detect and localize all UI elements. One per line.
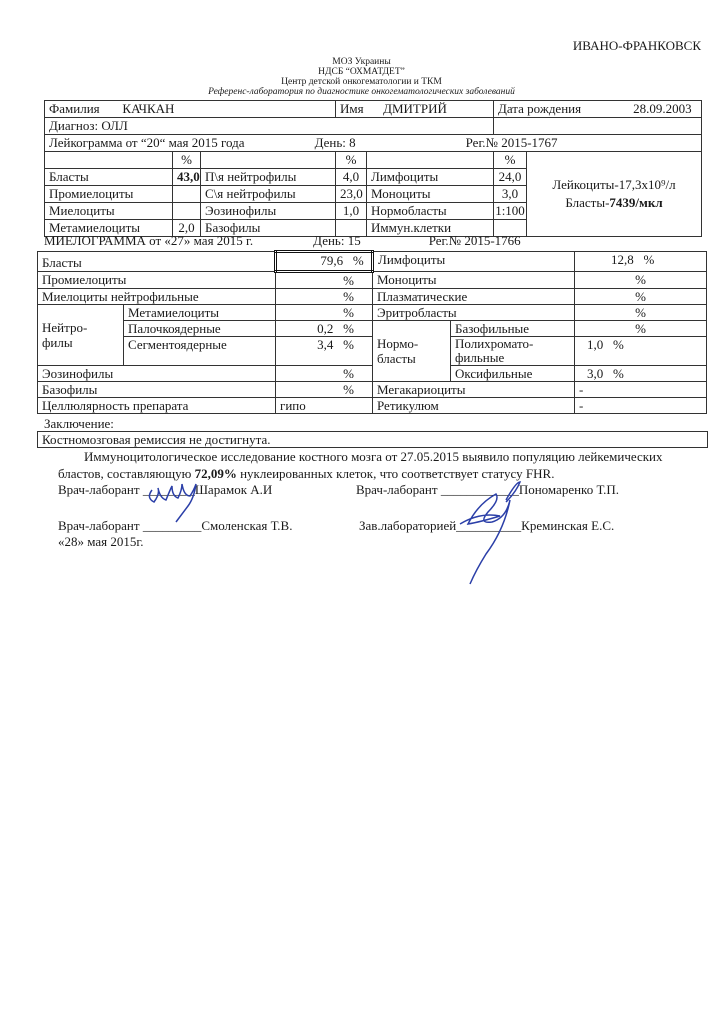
city: ИВАНО-ФРАНКОВСК bbox=[572, 38, 701, 53]
myelogram-title-line: МИЕЛОГРАММА от «27» мая 2015 г. День: 15 Р… bbox=[44, 233, 521, 249]
cell: Лимфоциты bbox=[366, 168, 494, 186]
table-row: Миелоциты Эозинофилы 1,0 Нормобласты 1:100 bbox=[44, 202, 702, 220]
cell: 1:100 bbox=[493, 202, 527, 220]
pct: % bbox=[643, 252, 655, 268]
blasts-label: Бласты- bbox=[565, 195, 610, 210]
cell: 3,0 bbox=[493, 185, 527, 203]
dob-label: Дата рождения bbox=[498, 101, 582, 117]
immuno-line-1: Иммуноцитологическое исследование костно… bbox=[84, 449, 663, 464]
myelogram-table: Бласты 79,6 % Лимфоциты 12,8 % Промиелоц… bbox=[37, 250, 708, 414]
reg: Рег.№ 2015-1767 bbox=[465, 135, 558, 151]
immuno-line-2: бластов, составляющую 72,09% нуклеирован… bbox=[58, 466, 554, 482]
pct: % bbox=[613, 337, 624, 353]
text: нуклеированных клеток, что соответствует… bbox=[236, 466, 555, 481]
label: Нейтро- филы bbox=[37, 304, 124, 366]
cell: 2,0 bbox=[172, 219, 201, 237]
leukocyte-summary: Лейкоциты-17,3x10⁹/л Бласты-7439/мкл bbox=[525, 151, 703, 237]
conclusion-text: Костномозговая ремиссия не достигнута. bbox=[37, 431, 708, 448]
cell: Метамиелоциты bbox=[44, 219, 173, 237]
myelogram-title: МИЕЛОГРАММА от «27» мая 2015 г. bbox=[44, 233, 254, 248]
cell: Иммун.клетки bbox=[366, 219, 494, 237]
signature-4: Зав.лабораторией__________Креминская Е.С… bbox=[359, 518, 615, 533]
label: Нормо- бласты bbox=[372, 320, 451, 382]
pct: % bbox=[343, 321, 354, 336]
cell: 24,0 bbox=[493, 168, 527, 186]
label: Миелоциты нейтрофильные bbox=[37, 288, 276, 305]
header-line: НДСБ “ОХМАТДЕТ” bbox=[318, 67, 405, 77]
value: 12,8 bbox=[611, 252, 634, 268]
pct: % bbox=[613, 366, 624, 381]
institution-header: МОЗ Украины НДСБ “ОХМАТДЕТ” Центр детско… bbox=[0, 57, 723, 97]
cell bbox=[493, 219, 527, 237]
pct: % bbox=[343, 337, 354, 353]
patient-row: Фамилия КАЧКАН Имя ДМИТРИЙ Дата рождения… bbox=[44, 100, 703, 118]
signature-2: Врач-лаборант ____________Пономаренко Т.… bbox=[356, 482, 619, 497]
cell: 4,0 bbox=[335, 168, 367, 186]
header-line: Центр детской онкогематологии и ТКМ bbox=[281, 77, 442, 87]
cell: 23,0 bbox=[335, 185, 367, 203]
text: бластов, составляющую bbox=[58, 466, 195, 481]
pct: % bbox=[352, 253, 364, 269]
signature-3: Врач-лаборант _________Смоленская Т.В. bbox=[58, 518, 293, 533]
value: 1,0 bbox=[587, 337, 604, 353]
surname: КАЧКАН bbox=[122, 101, 175, 117]
table-row: Бласты 43,0 П\я нейтрофилы 4,0 Лимфоциты 24… bbox=[44, 168, 702, 186]
blasts-count: 7439/мкл bbox=[609, 195, 663, 210]
label: Ретикулюм bbox=[371, 397, 576, 414]
label: Базофильные bbox=[449, 320, 576, 337]
blasts-value: 79,6 % bbox=[274, 250, 374, 273]
dob: 28.09.2003 bbox=[633, 101, 692, 117]
header-line: МОЗ Украины bbox=[332, 57, 391, 67]
cell: Эозинофилы bbox=[200, 202, 336, 220]
label: Метамиелоциты bbox=[123, 304, 276, 321]
name: ДМИТРИЙ bbox=[383, 101, 447, 117]
label: Целлюлярность препарата bbox=[37, 397, 276, 414]
signature-1: Врач-лаборант ________Шарамок А.И bbox=[58, 482, 273, 497]
value: 79,6 bbox=[320, 253, 344, 269]
cell: П\я нейтрофилы bbox=[200, 168, 336, 186]
reg: Рег.№ 2015-1766 bbox=[428, 233, 521, 248]
label: Лимфоциты bbox=[371, 251, 576, 272]
cell: 1,0 bbox=[335, 202, 367, 220]
leukocytes: Лейкоциты-17,3x10⁹/л bbox=[552, 177, 676, 192]
day: День: 8 bbox=[314, 135, 356, 151]
name-label: Имя bbox=[340, 101, 364, 117]
signature-ponomarenko bbox=[505, 481, 522, 503]
value: 3,4 bbox=[317, 337, 334, 353]
title: Лейкограмма от “20“ мая 2015 года bbox=[49, 135, 245, 151]
surname-label: Фамилия bbox=[49, 101, 100, 117]
cell: Базофилы bbox=[200, 219, 336, 237]
signature-sharamok bbox=[148, 483, 197, 523]
header-line: Референс-лаборатория по диагностике онко… bbox=[208, 87, 515, 97]
value: 3,0 bbox=[587, 366, 604, 381]
label: Базофилы bbox=[37, 381, 276, 398]
day: День: 15 bbox=[313, 233, 361, 248]
signature-kreminskaya bbox=[459, 493, 511, 585]
cell: С\я нейтрофилы bbox=[200, 185, 336, 203]
percent: 72,09% bbox=[194, 466, 237, 481]
value: 0,2 bbox=[317, 321, 334, 336]
leukogram-table: Фамилия КАЧКАН Имя ДМИТРИЙ Дата рождения… bbox=[43, 100, 703, 237]
label: Бласты bbox=[37, 251, 276, 272]
conclusion-label: Заключение: bbox=[44, 416, 114, 431]
date: «28» мая 2015г. bbox=[58, 534, 144, 549]
table-row: Метамиелоциты 2,0 Базофилы Иммун.клетки bbox=[44, 219, 702, 237]
value: - bbox=[574, 397, 708, 414]
value: гипо bbox=[275, 397, 373, 414]
